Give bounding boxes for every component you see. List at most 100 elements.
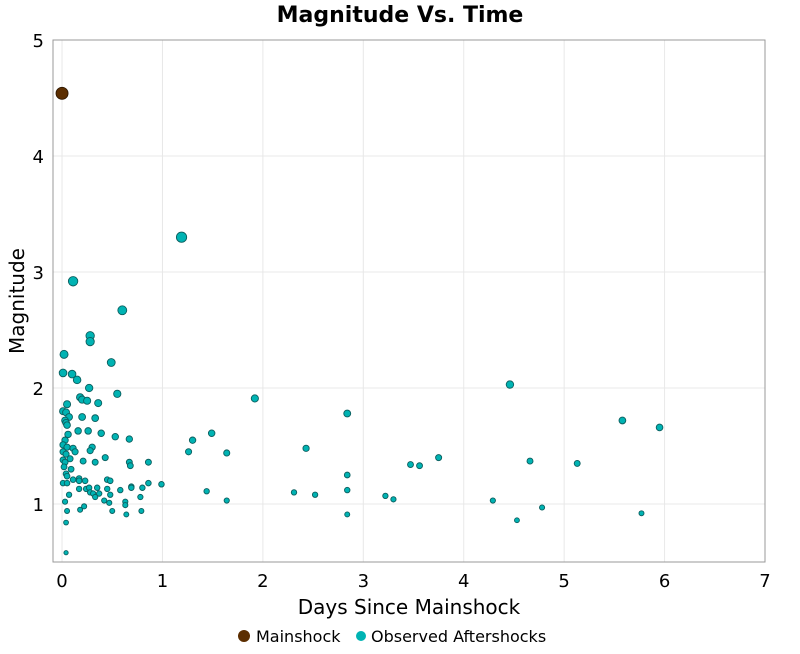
data-points [55,86,664,556]
aftershock-point [250,394,259,403]
aftershock-point [64,430,72,439]
aftershock-point [137,493,144,501]
aftershock-point [223,449,231,457]
aftershock-point [65,491,73,498]
aftershock-point [63,550,69,556]
aftershock-point [81,503,88,510]
aftershock-point [125,435,133,443]
x-tick-label: 5 [558,571,569,592]
aftershock-point [343,471,351,479]
x-tick-label: 7 [759,571,770,592]
legend-marker-mainshock [238,630,250,642]
x-tick-label: 4 [458,571,469,592]
aftershock-point [64,507,71,514]
aftershock-point [86,447,94,455]
aftershock-point [74,427,82,435]
x-tick-label: 2 [257,571,268,592]
aftershock-point [144,458,152,466]
aftershock-point [185,448,193,456]
y-tick-label: 5 [33,31,44,52]
aftershock-point [59,349,69,359]
aftershock-point [526,457,534,465]
legend-label-mainshock: Mainshock [256,627,341,646]
aftershock-point [188,436,197,444]
aftershock-point [175,231,188,243]
mainshock-point [55,86,69,100]
aftershock-point [72,375,82,385]
aftershock-point [618,416,627,425]
x-axis-label: Days Since Mainshock [298,595,521,619]
aftershock-point [96,490,103,497]
aftershock-point [85,383,94,393]
aftershock-point [67,465,75,473]
aftershock-point [344,511,351,518]
aftershock-point [290,489,298,496]
aftershock-point [63,421,71,429]
aftershock-point [343,409,352,418]
aftershock-point [62,450,70,458]
aftershock-point [122,502,129,509]
aftershock-point [203,488,210,495]
aftershock-point [128,484,135,491]
aftershock-point [655,423,664,432]
aftershock-point [138,507,145,514]
aftershock-point [66,455,74,463]
aftershock-point [69,476,77,483]
aftershock-point [573,459,581,467]
plot-frame [52,39,766,563]
aftershock-point [67,369,77,379]
legend: Mainshock Observed Aftershocks [238,627,546,646]
y-axis-label: Magnitude [5,248,29,354]
aftershock-point [539,504,546,511]
aftershock-point [63,479,71,487]
aftershock-point [123,511,130,518]
aftershock-point [207,429,216,437]
aftershock-point [514,517,520,524]
aftershock-point [505,380,515,389]
aftershock-point [101,497,108,504]
aftershock-point [84,427,92,435]
aftershock-point [75,477,83,485]
aftershock-point [435,454,443,462]
y-tick-label: 4 [33,147,44,168]
aftershock-point [71,448,79,456]
aftershock-point [104,485,111,493]
chart-title: Magnitude Vs. Time [277,3,524,28]
aftershock-point [60,463,68,471]
aftershock-point [85,337,95,347]
aftershock-point [638,510,645,517]
aftershock-point [63,400,72,409]
y-tick-label: 1 [33,495,44,516]
aftershock-point [92,493,99,501]
aftershock-point [106,499,113,506]
x-tick-label: 1 [157,571,168,592]
aftershock-point [77,506,84,513]
aftershock-point [489,497,496,504]
aftershock-point [390,496,397,503]
aftershock-point [107,491,114,498]
aftershock-point [106,358,116,367]
aftershock-point [344,486,351,494]
aftershock-point [81,477,89,485]
aftershock-point [63,519,69,526]
aftershock-point [67,276,79,287]
x-tick-label: 3 [358,571,369,592]
aftershock-point [158,481,165,488]
aftershock-point [63,472,71,480]
aftershock-point [106,477,114,485]
aftershock-point [61,498,69,505]
x-tick-label: 6 [659,571,670,592]
aftershock-point [58,368,68,378]
y-ticks: 1 2 3 4 5 [33,31,44,516]
aftershock-point [302,444,310,452]
legend-marker-aftershocks [356,631,366,641]
y-tick-label: 2 [33,379,44,400]
aftershock-point [117,305,128,316]
aftershock-point [113,389,122,398]
aftershock-point [83,396,92,405]
aftershock-point [91,414,100,423]
aftershock-point [109,507,116,514]
aftershock-point [311,491,319,498]
aftershock-point [382,492,389,500]
